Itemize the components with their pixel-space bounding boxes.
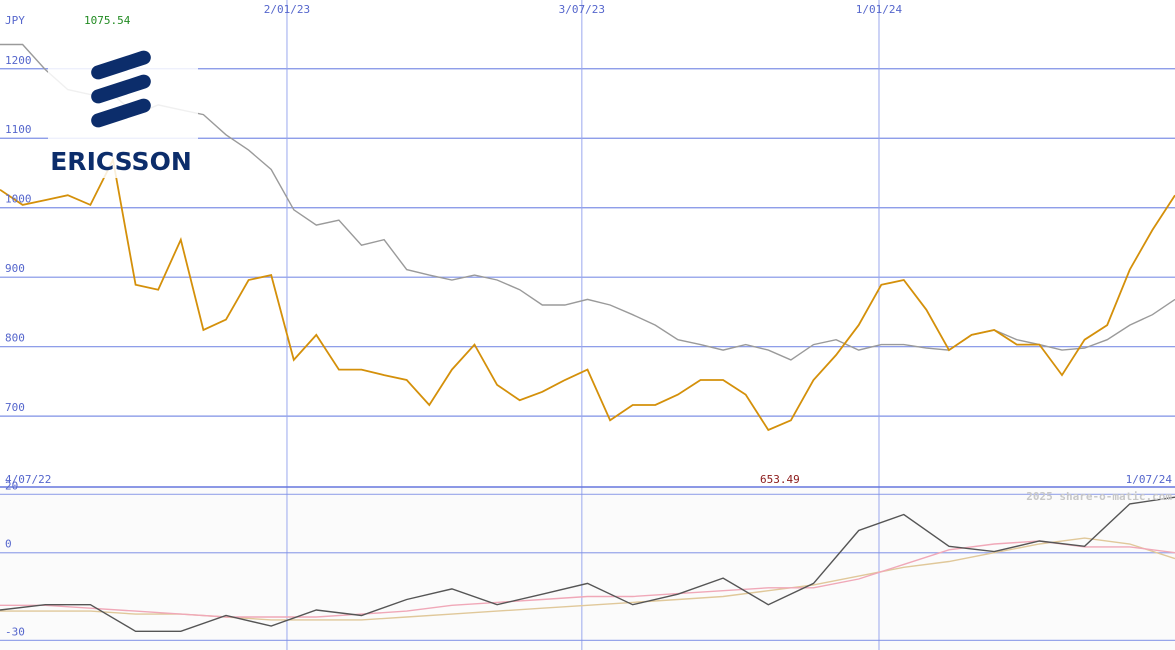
logo-stripe bbox=[91, 50, 151, 80]
logo-stripe bbox=[91, 98, 151, 128]
series-line bbox=[0, 496, 1175, 632]
y-tick-label: 800 bbox=[5, 332, 25, 345]
start-date-label: 4/07/22 bbox=[5, 473, 51, 486]
logo: ERICSSON bbox=[48, 48, 198, 178]
y-tick-label: 1000 bbox=[5, 193, 32, 206]
x-tick-label: 1/01/24 bbox=[856, 3, 903, 16]
y-tick-label: 0 bbox=[5, 538, 12, 551]
logo-text: ERICSSON bbox=[50, 147, 192, 176]
watermark: 2025 share-o-matic.com bbox=[1026, 490, 1172, 503]
y-tick-label: 900 bbox=[5, 262, 25, 275]
x-tick-label: 2/01/23 bbox=[264, 3, 310, 16]
max-label: 1075.54 bbox=[84, 14, 131, 27]
series-line bbox=[0, 540, 1175, 618]
currency-label: JPY bbox=[5, 14, 25, 27]
y-tick-label: 1200 bbox=[5, 54, 32, 67]
y-tick-label: 700 bbox=[5, 401, 25, 414]
logo-stripe bbox=[91, 74, 151, 104]
logo-mark bbox=[91, 50, 151, 128]
y-tick-label: -30 bbox=[5, 625, 25, 638]
series-line bbox=[0, 156, 1175, 432]
x-tick-label: 3/07/23 bbox=[559, 3, 605, 16]
end-date-label: 1/07/24 bbox=[1126, 473, 1173, 486]
min-label: 653.49 bbox=[760, 473, 800, 486]
y-tick-label: 20 bbox=[5, 479, 18, 492]
lower-panel bbox=[0, 487, 1175, 650]
marks bbox=[0, 43, 1175, 632]
y-tick-label: 1100 bbox=[5, 123, 32, 136]
